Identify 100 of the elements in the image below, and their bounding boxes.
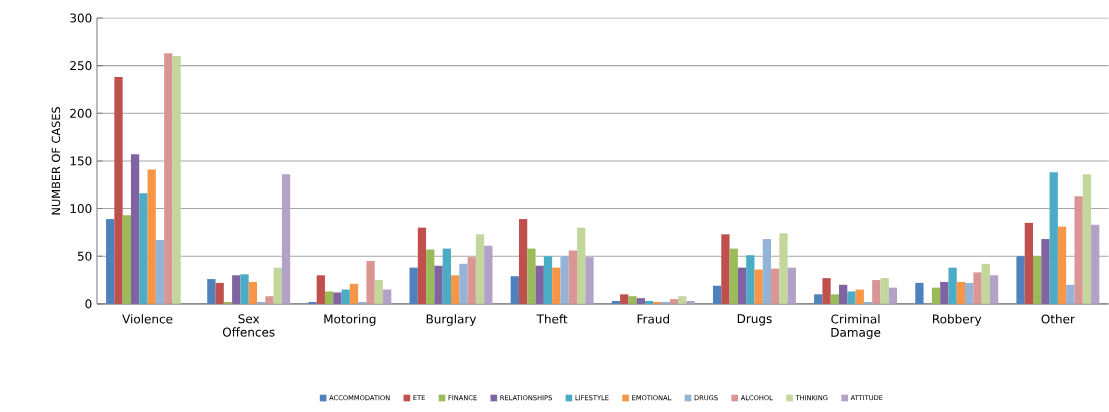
bar	[527, 248, 536, 304]
bar	[1091, 224, 1100, 304]
bar	[383, 289, 392, 304]
bar	[822, 278, 831, 304]
bar	[543, 256, 553, 304]
bar	[577, 227, 586, 304]
x-tick-label: Violence	[122, 314, 173, 324]
bar	[164, 53, 173, 304]
bar	[240, 274, 249, 304]
bar	[130, 154, 140, 304]
bar	[669, 299, 679, 304]
x-tick-label: Sex Offences	[222, 314, 275, 337]
y-tick-label: 250	[70, 61, 92, 71]
bar	[484, 245, 493, 304]
bar	[316, 275, 325, 304]
bar	[762, 239, 772, 304]
bar	[467, 257, 476, 304]
y-axis-title: NUMBER OF CASES	[51, 107, 61, 215]
bar	[940, 282, 949, 304]
bar	[872, 280, 881, 304]
bar	[459, 263, 468, 304]
x-tick-label: Other	[1041, 314, 1075, 324]
bar	[341, 289, 350, 304]
bar	[518, 219, 528, 304]
bar	[686, 301, 695, 304]
bar	[281, 174, 291, 304]
bar	[450, 275, 460, 304]
bar	[1016, 256, 1025, 304]
bar	[787, 267, 796, 304]
bar	[510, 276, 519, 304]
bar	[989, 275, 999, 304]
bar	[931, 287, 941, 304]
y-tick-label: 150	[70, 156, 92, 166]
bar	[475, 234, 485, 304]
bar	[232, 275, 241, 304]
x-tick-label: Burglary	[426, 314, 477, 326]
bar	[122, 215, 131, 304]
bar	[207, 279, 216, 304]
bar	[754, 269, 763, 304]
x-tick-label: Criminal Damage	[831, 314, 881, 340]
bar	[1057, 226, 1067, 304]
bar	[560, 256, 569, 304]
bar	[426, 249, 435, 304]
bar	[1024, 222, 1034, 304]
bar	[1082, 174, 1092, 304]
bar	[273, 267, 282, 304]
bar	[981, 263, 990, 304]
bar	[1074, 196, 1083, 304]
y-tick-label: 50	[77, 251, 92, 261]
bar	[729, 248, 738, 304]
bar	[880, 278, 889, 304]
bar	[830, 294, 839, 304]
bar	[585, 257, 594, 304]
bar	[552, 267, 561, 304]
bar	[779, 233, 788, 304]
bar	[611, 301, 621, 304]
bar	[1041, 239, 1050, 304]
y-tick-label: 300	[70, 13, 92, 23]
bar	[324, 291, 334, 304]
bar	[915, 282, 924, 304]
bar	[114, 77, 123, 304]
bar	[814, 294, 823, 304]
bar	[568, 250, 578, 304]
bar	[1066, 284, 1075, 304]
bar	[349, 283, 359, 304]
bar	[106, 219, 115, 304]
bar	[678, 296, 687, 304]
bar	[442, 248, 451, 304]
bar	[855, 289, 864, 304]
bar	[265, 296, 274, 304]
bar	[721, 234, 730, 304]
bar	[535, 265, 544, 304]
x-tick-label: Fraud	[637, 314, 669, 324]
y-tick-label: 0	[85, 299, 92, 309]
x-tick-label: Robbery	[933, 314, 982, 326]
bar	[1049, 172, 1058, 304]
bar	[948, 267, 957, 304]
bar	[956, 282, 966, 304]
bar	[139, 193, 148, 304]
bar	[965, 282, 974, 304]
bar	[746, 255, 755, 304]
bar	[628, 296, 637, 304]
bar	[645, 301, 654, 304]
bar	[155, 240, 165, 304]
bar	[1033, 256, 1042, 304]
bar	[434, 265, 443, 304]
bar	[333, 292, 342, 304]
bar	[737, 267, 747, 304]
bar	[147, 169, 156, 304]
bar	[636, 298, 645, 304]
bar	[248, 282, 257, 304]
x-tick-label: Drugs	[737, 314, 772, 326]
bar	[888, 287, 898, 304]
bar	[417, 227, 427, 304]
bar	[215, 282, 224, 304]
x-tick-label: Motoring	[324, 314, 376, 326]
y-tick-label: 200	[70, 108, 92, 118]
x-tick-label: Theft	[536, 314, 568, 324]
y-tick-label: 100	[70, 204, 92, 214]
bar	[374, 280, 384, 304]
